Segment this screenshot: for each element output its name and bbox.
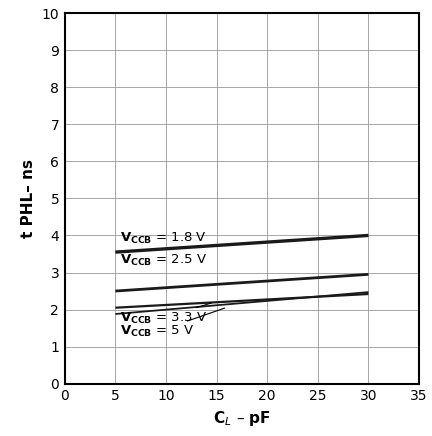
- Text: $\mathbf{V_{CCB}}$ = 3.3 V: $\mathbf{V_{CCB}}$ = 3.3 V: [121, 303, 212, 326]
- Y-axis label: t PHL– ns: t PHL– ns: [21, 159, 36, 238]
- Text: $\mathbf{V_{CCB}}$ = 2.5 V: $\mathbf{V_{CCB}}$ = 2.5 V: [121, 253, 208, 268]
- Text: $\mathbf{V_{CCB}}$ = 1.8 V: $\mathbf{V_{CCB}}$ = 1.8 V: [121, 231, 207, 246]
- X-axis label: C$_L$ – pF: C$_L$ – pF: [213, 409, 271, 428]
- Text: $\mathbf{V_{CCB}}$ = 5 V: $\mathbf{V_{CCB}}$ = 5 V: [121, 308, 225, 339]
